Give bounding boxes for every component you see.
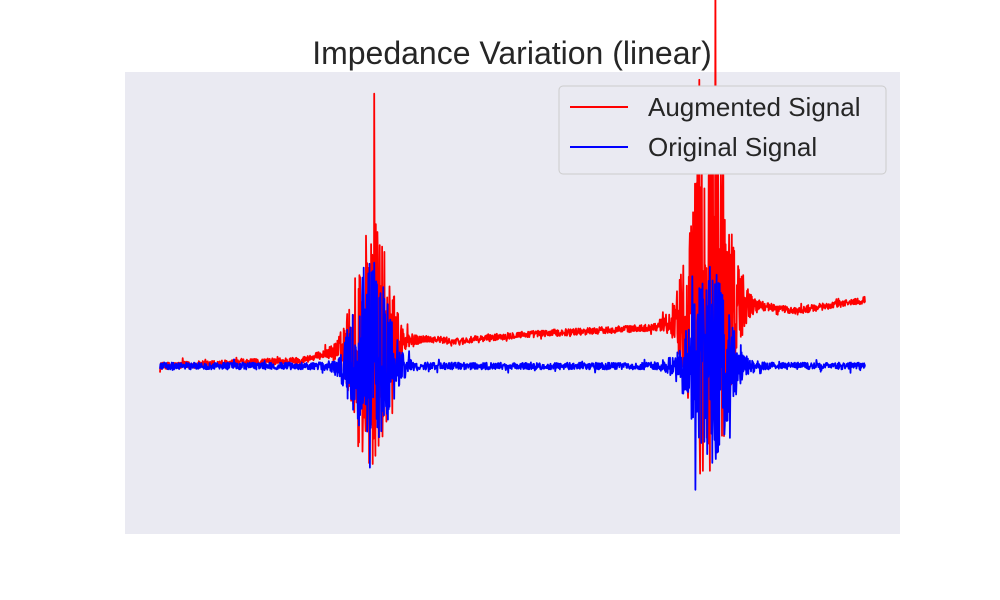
series-line-augmented bbox=[159, 0, 866, 475]
legend-box bbox=[558, 85, 887, 175]
legend-label-original: Original Signal bbox=[648, 132, 817, 162]
series-layer bbox=[159, 0, 866, 491]
chart-title: Impedance Variation (linear) bbox=[312, 35, 712, 71]
legend-label-augmented: Augmented Signal bbox=[648, 92, 860, 122]
series-line-original bbox=[159, 261, 866, 491]
legend: Augmented Signal Original Signal bbox=[558, 85, 887, 175]
